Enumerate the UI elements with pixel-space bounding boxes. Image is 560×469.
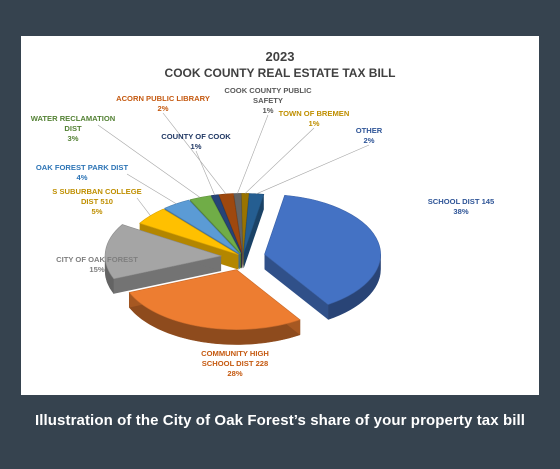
- slice-value-s-suburban-college-dist-510: 5%: [92, 207, 103, 216]
- pie-slice-school-dist-145: [264, 194, 381, 320]
- pie-slices: [104, 193, 381, 345]
- slice-label-acorn-public-library: ACORN PUBLIC LIBRARY 2%: [116, 94, 210, 113]
- leader-lines: [97, 112, 370, 216]
- leader-line-town-of-bremen: [244, 127, 315, 194]
- slice-value-community-high-school-dist-228: 28%: [227, 369, 242, 378]
- leader-line-cook-county-public-safety: [237, 114, 269, 194]
- leader-line-other: [256, 144, 370, 195]
- slice-value-acorn-public-library: 2%: [158, 104, 169, 113]
- leader-line-s-suburban-college-dist-510: [136, 197, 151, 216]
- slice-label-cook-county-public-safety: COOK COUNTY PUBLIC SAFETY 1%: [224, 86, 312, 115]
- chart-title-year: 2023: [266, 49, 295, 64]
- slice-label-town-of-bremen: TOWN OF BREMEN 1%: [279, 109, 350, 128]
- slice-label-county-of-cook: COUNTY OF COOK 1%: [161, 132, 231, 151]
- slice-value-county-of-cook: 1%: [191, 142, 202, 151]
- leader-line-oak-forest-park-dist: [126, 173, 177, 205]
- leader-line-water-reclamation-dist: [97, 124, 201, 198]
- slice-value-city-of-oak-forest: 15%: [89, 265, 104, 274]
- leader-line-acorn-public-library: [162, 112, 227, 195]
- slice-label-s-suburban-college-dist-510: S SUBURBAN COLLEGE DIST 510 5%: [52, 187, 141, 216]
- slice-value-town-of-bremen: 1%: [309, 119, 320, 128]
- pie-chart: 2023 COOK COUNTY REAL ESTATE TAX BILL SC…: [31, 49, 495, 378]
- image-caption: Illustration of the City of Oak Forest’s…: [34, 412, 526, 429]
- slice-value-other: 2%: [364, 136, 375, 145]
- slice-value-cook-county-public-safety: 1%: [263, 106, 274, 115]
- slice-label-community-high-school-dist-228: COMMUNITY HIGH SCHOOL DIST 228 28%: [201, 349, 269, 378]
- pie-slice-city-of-oak-forest: [104, 224, 223, 295]
- slice-label-water-reclamation-dist: WATER RECLAMATION DIST 3%: [31, 114, 116, 143]
- leader-line-county-of-cook: [195, 150, 216, 196]
- slice-label-school-dist-145: SCHOOL DIST 145 38%: [428, 197, 495, 216]
- slice-label-oak-forest-park-dist: OAK FOREST PARK DIST 4%: [36, 163, 129, 182]
- pie-slice-other: [243, 193, 265, 269]
- chart-panel: 2023 COOK COUNTY REAL ESTATE TAX BILL SC…: [21, 36, 539, 395]
- slice-label-city-of-oak-forest: CITY OF OAK FOREST 15%: [56, 255, 138, 274]
- slice-label-other: OTHER 2%: [356, 126, 383, 145]
- chart-title: COOK COUNTY REAL ESTATE TAX BILL: [165, 66, 396, 80]
- slice-labels: SCHOOL DIST 145 38% COMMUNITY HIGH SCHOOL D…: [31, 86, 495, 378]
- slice-value-oak-forest-park-dist: 4%: [77, 173, 88, 182]
- slice-value-school-dist-145: 38%: [453, 207, 468, 216]
- pie-slice-community-high-school-dist-228: [128, 269, 301, 345]
- slice-value-water-reclamation-dist: 3%: [68, 134, 79, 143]
